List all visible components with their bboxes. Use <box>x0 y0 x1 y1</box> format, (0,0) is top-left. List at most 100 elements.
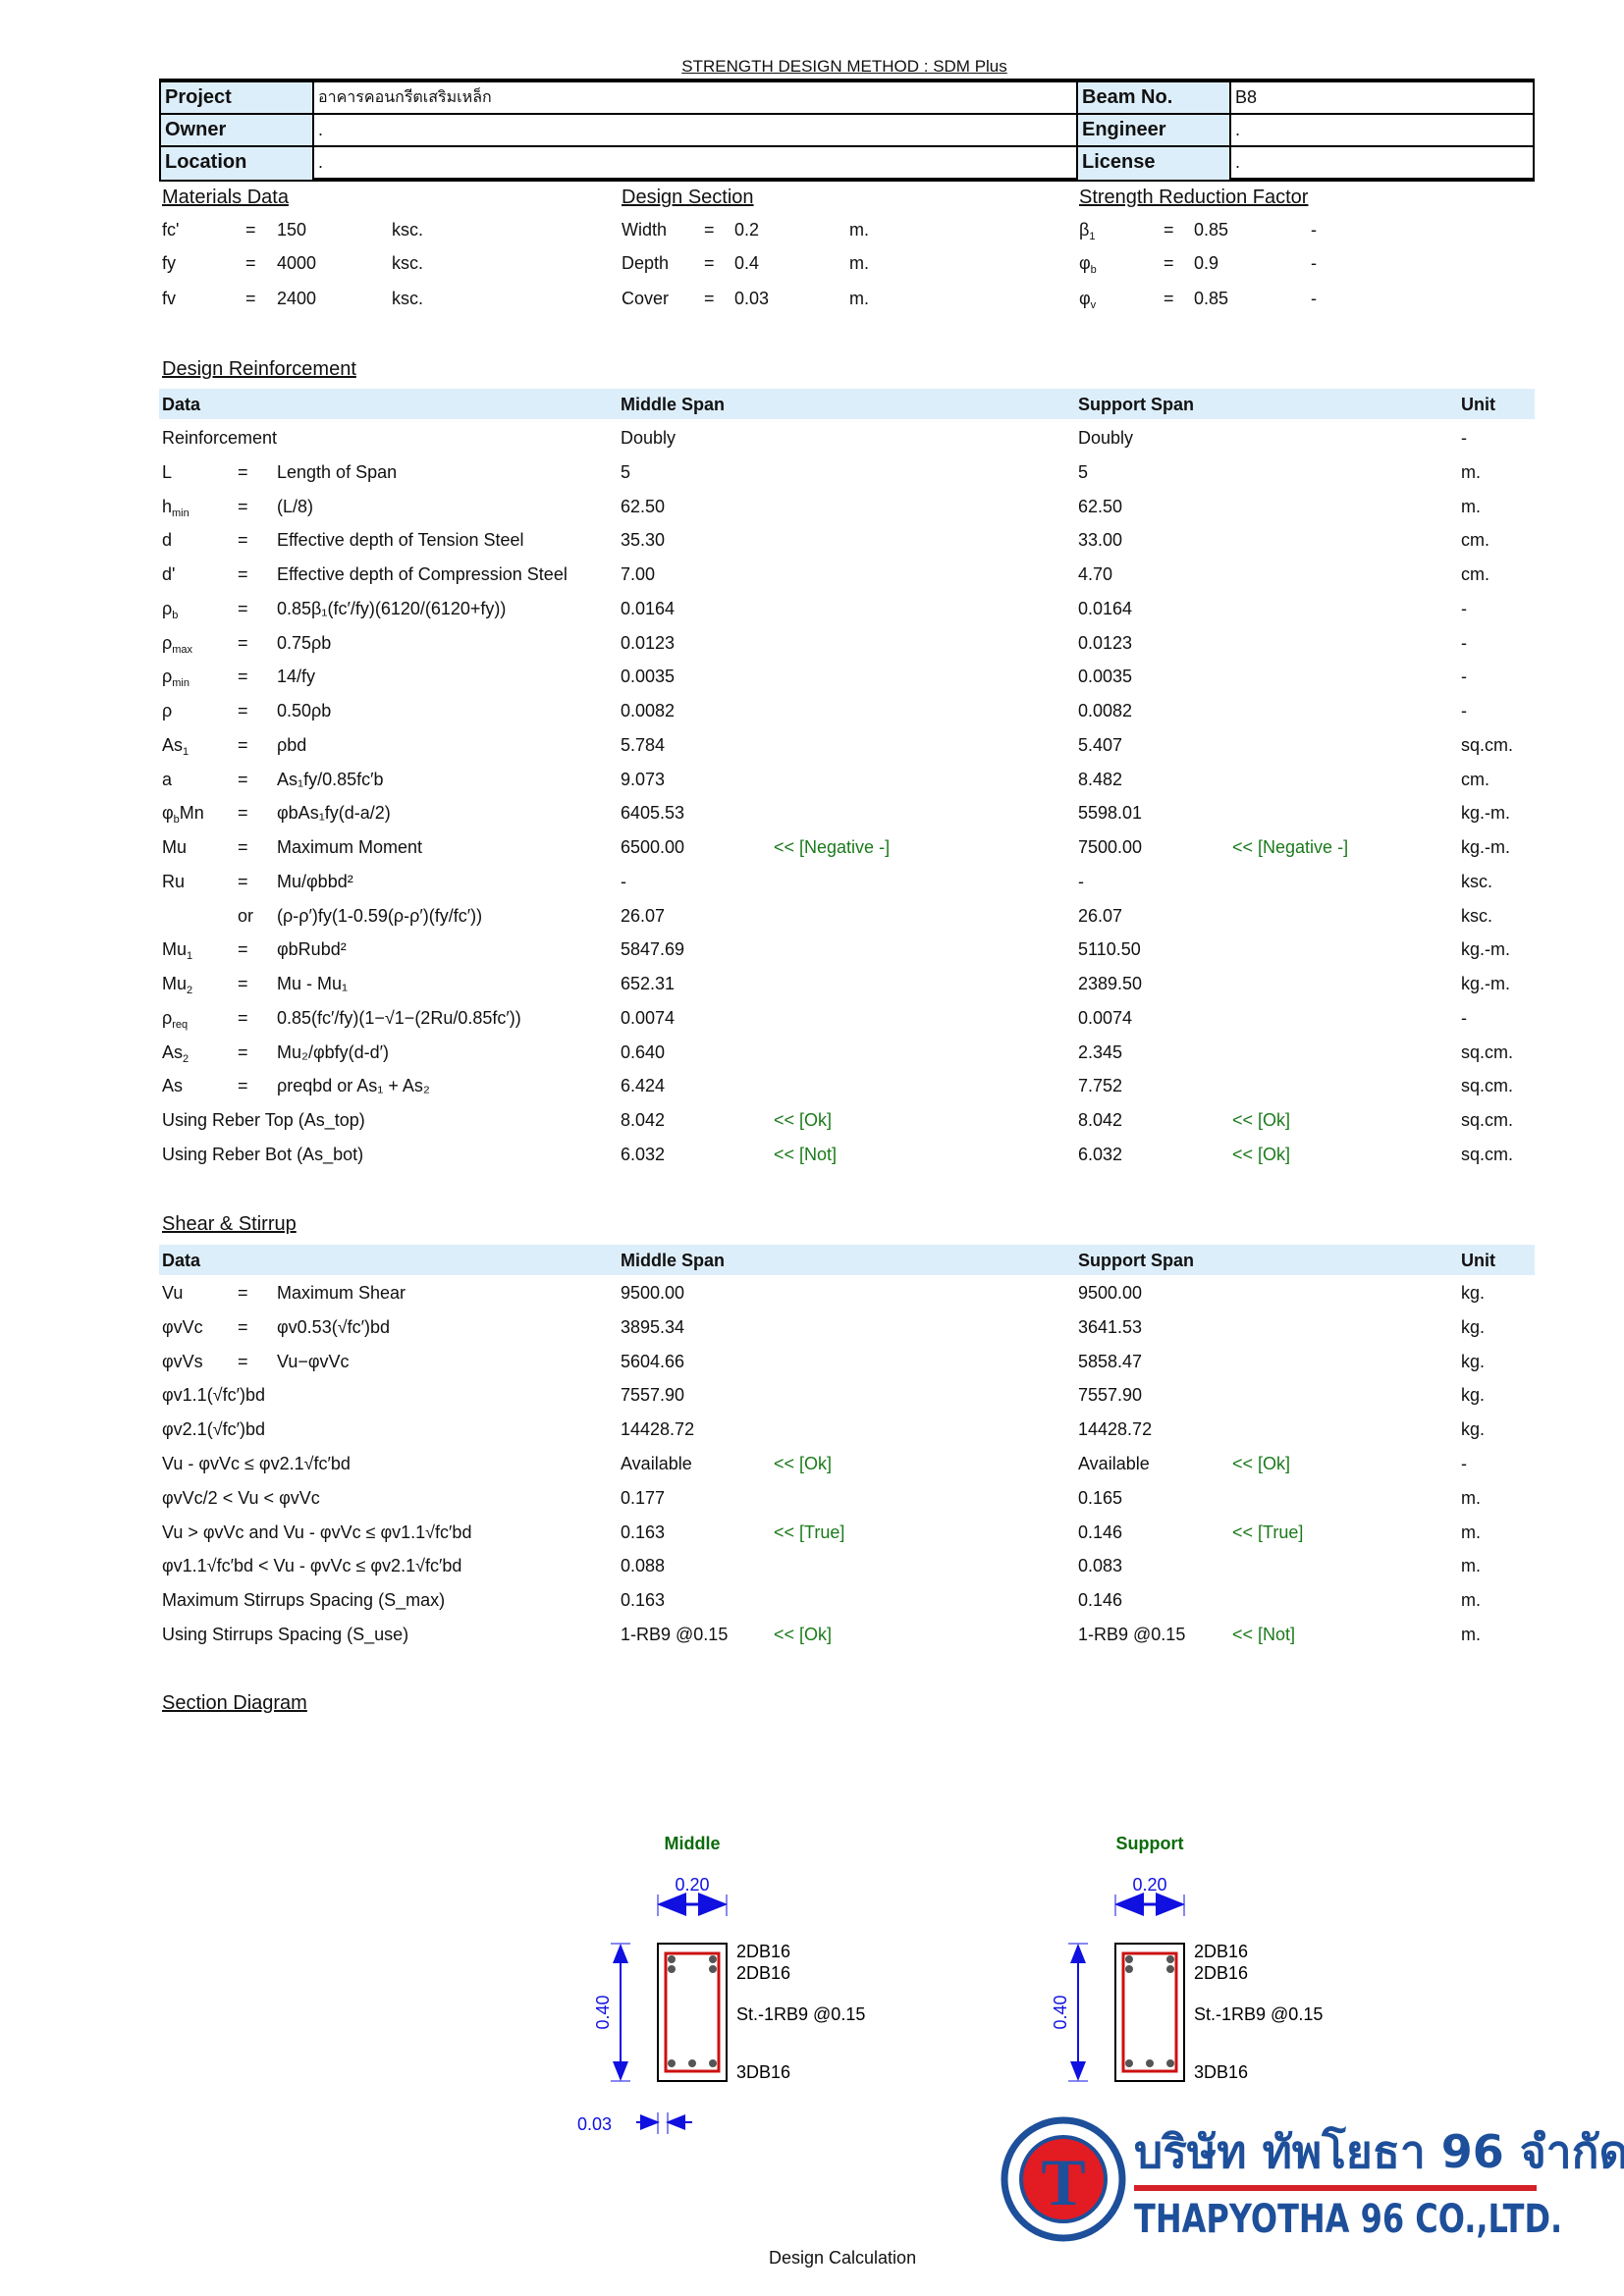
table-row: Reinforcement Doubly Doubly - <box>0 422 1624 455</box>
middle-value: 0.0035 <box>621 667 676 687</box>
middle-status: << [Ok] <box>774 1625 833 1644</box>
middle-value: 5604.66 <box>621 1351 685 1371</box>
materials-unit: ksc. <box>392 289 424 308</box>
symbol-subscript: v <box>1090 299 1097 311</box>
factors-value: 0.9 <box>1194 253 1219 273</box>
logo-english-name: THAPYOTHA 96 CO.,LTD. <box>1134 2197 1563 2242</box>
row-formula: 0.85(fc′/fy)(1−√1−(2Ru/0.85fc′)) <box>277 1007 521 1028</box>
symbol-text: a <box>162 769 173 789</box>
row-formula: (ρ-ρ′)fy(1-0.59(ρ-ρ′)(fy/fc′)) <box>277 905 483 926</box>
symbol: As2 <box>162 1042 189 1065</box>
middle-value: 0.0123 <box>621 632 676 653</box>
row-formula: 14/fy <box>277 667 316 687</box>
middle-value: 5 <box>621 461 631 482</box>
row-formula: 0.85β₁(fc′/fy)(6120/(6120+fy)) <box>277 598 507 618</box>
row-equals: = <box>238 701 248 721</box>
unit: m. <box>1461 1556 1481 1576</box>
middle-status: << [True] <box>774 1522 845 1542</box>
rebar <box>668 2059 676 2067</box>
symbol: Cover <box>622 289 669 309</box>
table-row: As1 = ρbd 5.784 5.407 sq.cm. <box>0 729 1624 763</box>
unit: kg.-m. <box>1461 939 1511 960</box>
row-formula: Mu - Mu₁ <box>277 974 349 993</box>
support-value: 3641.53 <box>1078 1316 1143 1337</box>
symbol-text: L <box>162 461 173 482</box>
symbol: As <box>162 1076 183 1096</box>
row-equals: or <box>238 905 254 926</box>
owner-label: Owner <box>159 115 312 145</box>
support-value: 26.07 <box>1078 905 1123 926</box>
table-row: Using Stirrups Spacing (S_use) 1-RB9 @0.1… <box>0 1619 1624 1652</box>
location-value: . <box>312 147 1076 180</box>
width-dimension-label: 0.20 <box>1132 1875 1166 1895</box>
table-row: Vu = Maximum Shear 9500.00 9500.00 kg. <box>0 1277 1624 1310</box>
top-rebar-label-1: 2DB16 <box>736 1942 790 1961</box>
middle-section: Middle 0.20 0.40 2DB16 2DB16 St.-1RB9 @0.15 3D… <box>593 1834 865 2082</box>
symbol-text: ρ <box>162 701 173 721</box>
table-row: Mu = Maximum Moment 6500.00 << [Negative -] 7… <box>0 831 1624 865</box>
rebar <box>668 1965 676 1973</box>
symbol-text: Vu > φvVc and Vu - φvVc ≤ φv1.1√fc′bd <box>162 1522 472 1542</box>
symbol-text: ρ <box>162 667 173 687</box>
symbol-text: φ <box>1079 253 1091 273</box>
col-unit: Unit <box>1461 395 1495 414</box>
unit: ksc. <box>1461 905 1493 926</box>
support-status: << [Negative -] <box>1232 837 1349 857</box>
symbol-text: Vu - φvVc ≤ φv2.1√fc′bd <box>162 1454 351 1473</box>
unit: m. <box>1461 496 1481 516</box>
middle-value: 5.784 <box>621 734 666 755</box>
support-value: Available <box>1078 1454 1150 1473</box>
symbol-text: Using Stirrups Spacing (S_use) <box>162 1625 409 1644</box>
unit: sq.cm. <box>1461 1144 1514 1164</box>
symbol-suffix: Mn <box>179 803 204 824</box>
col-data: Data <box>162 395 201 414</box>
row-equals: = <box>238 871 248 891</box>
symbol: ρmax <box>162 633 192 656</box>
unit: kg. <box>1461 1419 1486 1440</box>
middle-value: 0.163 <box>621 1590 666 1611</box>
middle-value: 0.640 <box>621 1041 666 1062</box>
equals: = <box>1164 220 1174 240</box>
row-equals: = <box>238 1007 248 1028</box>
table-row: φvVc/2 < Vu < φvVc 0.177 0.165 m. <box>0 1482 1624 1516</box>
col-middle: Middle Span <box>621 395 726 414</box>
middle-value: 62.50 <box>621 496 666 516</box>
equals: = <box>704 253 715 273</box>
beam-value: B8 <box>1229 82 1535 113</box>
symbol-subscript: min <box>172 507 189 519</box>
row-equals: = <box>238 803 248 824</box>
symbol-subscript: max <box>172 643 193 656</box>
support-value: 7500.00 <box>1078 837 1143 857</box>
rebar <box>1146 2059 1154 2067</box>
row-formula: As₁fy/0.85fc′b <box>277 769 384 789</box>
symbol: φvVc/2 < Vu < φvVc <box>162 1488 320 1509</box>
row-equals: = <box>238 1076 248 1096</box>
table-row: Mu2 = Mu - Mu₁ 652.31 2389.50 kg.-m. <box>0 968 1624 1001</box>
symbol-text: ρ <box>162 1007 173 1028</box>
factors-unit: - <box>1311 220 1317 240</box>
stirrup-label: St.-1RB9 @0.15 <box>1194 2004 1323 2024</box>
middle-status: << [Ok] <box>774 1110 833 1130</box>
symbol-text: Maximum Stirrups Spacing (S_max) <box>162 1590 446 1611</box>
symbol: ρreq <box>162 1008 188 1031</box>
middle-value: 6405.53 <box>621 803 685 824</box>
rebar <box>668 1955 676 1963</box>
symbol-text: Mu <box>162 939 188 960</box>
row-equals: = <box>238 769 248 789</box>
symbol: φvVc <box>162 1317 203 1338</box>
symbol-text: φv2.1(√fc′)bd <box>162 1419 265 1440</box>
unit: - <box>1461 598 1467 618</box>
cover-dimension: 0.03 <box>577 2112 692 2134</box>
engineer-value: . <box>1229 115 1535 145</box>
symbol: φv2.1(√fc′)bd <box>162 1419 265 1440</box>
row-formula: Maximum Shear <box>277 1283 406 1303</box>
table-row: φv1.1(√fc′)bd 7557.90 7557.90 kg. <box>0 1379 1624 1413</box>
symbol-text: d <box>162 530 173 551</box>
support-value: 0.0082 <box>1078 701 1133 721</box>
section-title: Support <box>1116 1834 1184 1853</box>
unit: m. <box>1461 461 1481 482</box>
symbol-subscript: 2 <box>187 985 193 996</box>
symbol: ρmin <box>162 667 189 689</box>
table-row: ρ = 0.50ρb 0.0082 0.0082 - <box>0 695 1624 728</box>
symbol-text: ρ <box>162 632 173 653</box>
